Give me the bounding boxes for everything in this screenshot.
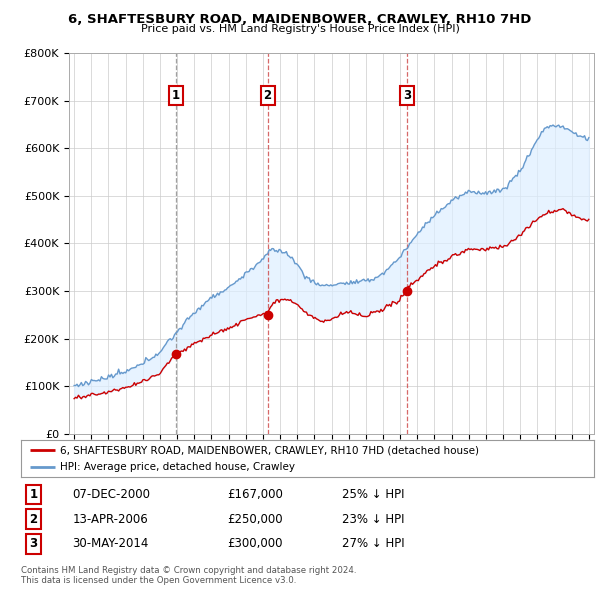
Text: 1: 1 [29,488,38,501]
Text: £250,000: £250,000 [227,513,283,526]
Text: 23% ↓ HPI: 23% ↓ HPI [342,513,404,526]
Text: Contains HM Land Registry data © Crown copyright and database right 2024.
This d: Contains HM Land Registry data © Crown c… [21,566,356,585]
Text: 1: 1 [172,90,180,103]
Text: 30-MAY-2014: 30-MAY-2014 [73,537,149,550]
Text: HPI: Average price, detached house, Crawley: HPI: Average price, detached house, Craw… [60,462,295,472]
Text: 13-APR-2006: 13-APR-2006 [73,513,148,526]
Text: 3: 3 [403,90,411,103]
Text: 07-DEC-2000: 07-DEC-2000 [73,488,151,501]
Text: 6, SHAFTESBURY ROAD, MAIDENBOWER, CRAWLEY, RH10 7HD: 6, SHAFTESBURY ROAD, MAIDENBOWER, CRAWLE… [68,13,532,26]
Text: Price paid vs. HM Land Registry's House Price Index (HPI): Price paid vs. HM Land Registry's House … [140,24,460,34]
Text: £300,000: £300,000 [227,537,283,550]
Text: 27% ↓ HPI: 27% ↓ HPI [342,537,404,550]
Text: £167,000: £167,000 [227,488,283,501]
Text: 3: 3 [29,537,38,550]
Text: 25% ↓ HPI: 25% ↓ HPI [342,488,404,501]
Text: 2: 2 [29,513,38,526]
Text: 6, SHAFTESBURY ROAD, MAIDENBOWER, CRAWLEY, RH10 7HD (detached house): 6, SHAFTESBURY ROAD, MAIDENBOWER, CRAWLE… [60,445,479,455]
Text: 2: 2 [263,90,272,103]
